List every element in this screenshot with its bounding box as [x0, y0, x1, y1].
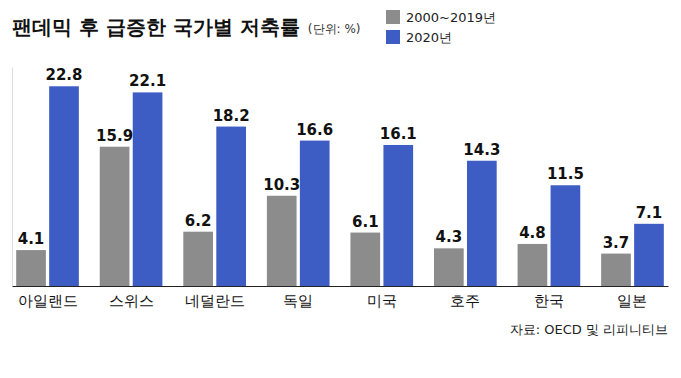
data-label: 16.1 — [380, 125, 417, 143]
data-label: 7.1 — [636, 204, 663, 222]
x-tick-label: 미국 — [367, 292, 397, 310]
bar — [100, 147, 130, 286]
x-tick-label: 스위스 — [109, 292, 154, 310]
x-axis-line — [13, 286, 669, 287]
bars — [16, 86, 664, 286]
x-tick: 네덜란드 — [185, 286, 245, 310]
data-label: 16.6 — [296, 121, 333, 139]
bar — [49, 86, 79, 286]
bar — [300, 141, 330, 286]
x-tick: 독일 — [283, 286, 313, 310]
source-note: 자료: OECD 및 리피니티브 — [510, 322, 668, 337]
bar — [267, 196, 297, 286]
data-label: 22.8 — [46, 66, 83, 84]
bar — [383, 145, 413, 286]
data-label: 14.3 — [463, 141, 500, 159]
data-label: 4.8 — [519, 224, 546, 242]
bar — [601, 254, 631, 286]
legend-swatch — [386, 10, 400, 24]
legend-label: 2020년 — [406, 30, 452, 45]
bar — [551, 185, 581, 286]
x-tick-label: 독일 — [283, 292, 313, 310]
data-label: 11.5 — [547, 165, 584, 183]
title: 팬데믹 후 급증한 국가별 저축률 — [12, 15, 300, 39]
bar — [350, 233, 380, 286]
data-label: 4.1 — [18, 230, 45, 248]
y-axis — [12, 68, 13, 287]
data-label: 4.3 — [436, 228, 463, 246]
data-label: 15.9 — [96, 127, 133, 145]
x-tick-label: 네덜란드 — [185, 292, 245, 310]
bar — [467, 161, 497, 286]
bar — [216, 127, 246, 286]
x-tick-label: 호주 — [450, 292, 480, 310]
legend-label: 2000~2019년 — [406, 10, 496, 25]
bar — [16, 250, 46, 286]
subtitle: (단위: %) — [308, 22, 361, 36]
data-label: 6.1 — [352, 213, 379, 231]
data-labels: 4.1 15.9 6.2 10.3 6.1 4.3 4.8 3.7 22.8 22.1 18.2 16… — [18, 66, 663, 251]
data-label: 10.3 — [263, 176, 300, 194]
bar — [434, 248, 464, 286]
bar — [518, 244, 548, 286]
x-tick: 스위스 — [109, 286, 154, 310]
chart: 팬데믹 후 급증한 국가별 저축률 (단위: %) 2000~2019년 2020년 4… — [0, 0, 681, 378]
bar — [183, 232, 213, 286]
data-label: 3.7 — [603, 234, 630, 252]
x-tick-label: 한국 — [534, 292, 564, 310]
x-tick: 일본 — [617, 286, 647, 310]
x-tick: 미국 — [367, 286, 397, 310]
bar — [634, 224, 664, 286]
legend: 2000~2019년 2020년 — [386, 10, 496, 45]
x-tick-label: 아일랜드 — [18, 292, 78, 310]
bar — [133, 92, 163, 286]
legend-swatch — [386, 30, 400, 44]
data-label: 18.2 — [213, 107, 250, 125]
x-tick: 호주 — [450, 286, 480, 310]
y-axis-line — [12, 68, 13, 287]
data-label: 22.1 — [129, 72, 166, 90]
data-label: 6.2 — [185, 212, 212, 230]
x-axis: 아일랜드 스위스 네덜란드 독일 미국 호주 한국 일본 — [13, 286, 669, 310]
x-tick: 아일랜드 — [18, 286, 78, 310]
x-tick: 한국 — [534, 286, 564, 310]
x-tick-label: 일본 — [617, 292, 647, 310]
